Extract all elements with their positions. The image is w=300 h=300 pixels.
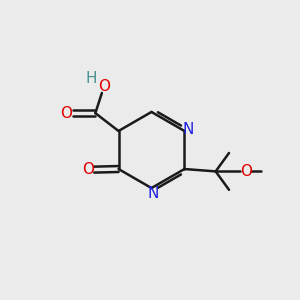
Text: O: O — [82, 162, 94, 177]
Text: H: H — [86, 71, 97, 86]
Text: O: O — [98, 79, 110, 94]
Text: N: N — [183, 122, 194, 137]
Text: O: O — [240, 164, 252, 179]
Text: O: O — [61, 106, 73, 121]
Text: N: N — [147, 186, 159, 201]
